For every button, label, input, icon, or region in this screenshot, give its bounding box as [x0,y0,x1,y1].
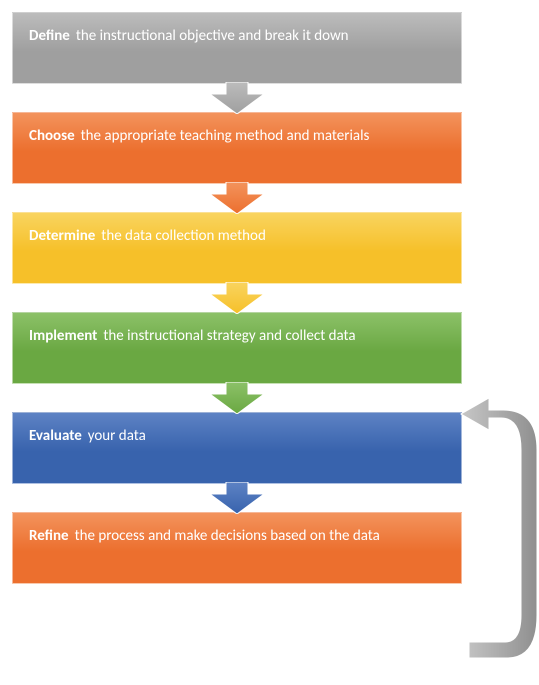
step-keyword: Refine [29,527,69,545]
step-implement: Implement the instructional strategy and … [12,312,462,384]
step-choose: Choose the appropriate teaching method an… [12,112,462,184]
step-box: Refine the process and make decisions bas… [12,512,462,584]
down-arrow-icon [208,282,266,314]
down-arrow-icon [208,82,266,114]
step-text: your data [88,427,146,445]
step-keyword: Define [29,27,70,45]
step-text: the appropriate teaching method and mate… [81,127,370,145]
step-keyword: Implement [29,327,97,345]
step-box: Implement the instructional strategy and … [12,312,462,384]
process-flowchart: Define the instructional objective and br… [12,12,462,584]
down-arrow-icon [208,182,266,214]
step-determine: Determine the data collection method [12,212,462,284]
step-keyword: Evaluate [29,427,82,445]
step-keyword: Choose [29,127,75,145]
step-box: Determine the data collection method [12,212,462,284]
down-arrow-icon [208,382,266,414]
step-refine: Refine the process and make decisions bas… [12,512,462,584]
feedback-loop-arrow [459,390,539,670]
step-text: the process and make decisions based on … [75,527,380,545]
step-box: Evaluate your data [12,412,462,484]
step-text: the instructional objective and break it… [76,27,349,45]
step-define: Define the instructional objective and br… [12,12,462,84]
step-text: the data collection method [101,227,266,245]
step-evaluate: Evaluate your data [12,412,462,484]
step-box: Define the instructional objective and br… [12,12,462,84]
down-arrow-icon [208,482,266,514]
step-text: the instructional strategy and collect d… [103,327,355,345]
step-box: Choose the appropriate teaching method an… [12,112,462,184]
step-keyword: Determine [29,227,95,245]
